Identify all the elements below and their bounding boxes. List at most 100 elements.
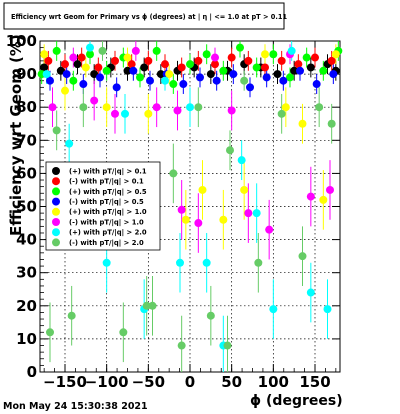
data-point bbox=[281, 103, 290, 112]
data-point bbox=[331, 50, 340, 59]
data-point bbox=[252, 63, 261, 72]
data-point bbox=[211, 60, 219, 69]
data-point bbox=[254, 258, 263, 267]
data-point bbox=[244, 56, 253, 65]
data-point bbox=[240, 76, 249, 85]
data-point bbox=[177, 205, 186, 214]
data-point bbox=[223, 341, 232, 350]
data-point bbox=[177, 341, 186, 350]
data-point bbox=[196, 73, 204, 82]
data-point bbox=[69, 53, 78, 62]
x-axis-label: ϕ (degrees) bbox=[250, 393, 343, 409]
data-point bbox=[296, 66, 304, 75]
data-point bbox=[194, 56, 203, 65]
data-point bbox=[181, 215, 190, 224]
data-point bbox=[198, 185, 207, 194]
data-point bbox=[269, 50, 278, 59]
legend-label: (+) with pT/|q| > 2.0 bbox=[69, 229, 147, 238]
data-point bbox=[273, 70, 282, 79]
data-point bbox=[311, 53, 319, 62]
data-point bbox=[102, 258, 111, 267]
data-point bbox=[202, 258, 211, 267]
x-tick-label: 150 bbox=[299, 373, 330, 391]
data-point bbox=[77, 53, 86, 62]
data-point bbox=[312, 80, 321, 89]
data-point bbox=[119, 328, 128, 337]
data-point bbox=[227, 53, 236, 62]
data-point bbox=[219, 215, 228, 224]
legend-marker bbox=[52, 238, 60, 247]
y-tick-label: 40 bbox=[16, 231, 37, 249]
data-point bbox=[206, 311, 215, 320]
data-point bbox=[323, 305, 332, 314]
data-point bbox=[152, 103, 161, 112]
data-point bbox=[144, 56, 153, 65]
data-point bbox=[169, 169, 178, 178]
data-point bbox=[329, 70, 338, 79]
legend: (+) with pT/|q| > 0.1 (-) with pT/|q| > 0… bbox=[45, 161, 161, 251]
data-point bbox=[40, 50, 49, 59]
x-tick-label: −50 bbox=[132, 373, 165, 391]
data-point bbox=[86, 50, 94, 59]
data-point bbox=[94, 63, 103, 72]
data-point bbox=[219, 66, 228, 75]
data-point bbox=[252, 209, 261, 218]
legend-label: (-) with pT/|q| > 2.0 bbox=[69, 239, 144, 248]
data-point bbox=[46, 328, 54, 337]
data-point bbox=[315, 103, 324, 112]
legend-marker bbox=[52, 167, 60, 175]
y-tick-label: 100 bbox=[6, 32, 37, 50]
data-point bbox=[131, 46, 140, 55]
data-point bbox=[61, 60, 69, 69]
data-point bbox=[46, 76, 54, 85]
data-point bbox=[52, 46, 61, 55]
y-tick-label: 20 bbox=[16, 297, 37, 315]
y-tick-label: 70 bbox=[16, 131, 37, 149]
data-point bbox=[319, 66, 328, 75]
data-point bbox=[319, 195, 328, 204]
data-point bbox=[265, 225, 274, 234]
data-point bbox=[102, 103, 111, 112]
data-point bbox=[227, 106, 236, 115]
data-point bbox=[277, 109, 286, 118]
legend-marker bbox=[52, 187, 60, 196]
data-point bbox=[202, 50, 211, 59]
data-point bbox=[244, 209, 253, 218]
data-point bbox=[146, 76, 154, 85]
data-point bbox=[142, 301, 151, 310]
data-point bbox=[229, 70, 238, 79]
data-point bbox=[136, 73, 144, 82]
data-point bbox=[156, 70, 165, 79]
data-point bbox=[90, 70, 99, 79]
data-point bbox=[179, 80, 188, 89]
data-point bbox=[306, 288, 315, 297]
x-tick-label: −150 bbox=[43, 373, 87, 391]
chart-title: Efficiency wrt Geom for Primary vs ϕ (de… bbox=[11, 13, 287, 22]
data-point bbox=[62, 70, 71, 79]
data-point bbox=[56, 66, 65, 75]
x-tick-label: 50 bbox=[221, 373, 242, 391]
data-point bbox=[127, 60, 136, 69]
data-point bbox=[42, 70, 51, 79]
data-point bbox=[246, 83, 254, 92]
legend-marker bbox=[52, 177, 60, 186]
x-axis: −150−100 −50 0 50 100 150 bbox=[43, 41, 337, 391]
data-point bbox=[161, 60, 169, 69]
data-point bbox=[40, 63, 49, 72]
data-point bbox=[194, 219, 203, 228]
data-point bbox=[277, 56, 286, 65]
data-point bbox=[298, 252, 307, 261]
data-point bbox=[173, 106, 182, 115]
data-point bbox=[111, 109, 119, 118]
data-point bbox=[98, 46, 107, 55]
data-point bbox=[90, 96, 99, 105]
data-point bbox=[96, 73, 104, 82]
data-point bbox=[44, 56, 53, 65]
x-tick-label: 100 bbox=[258, 373, 289, 391]
data-point bbox=[176, 258, 184, 267]
data-point bbox=[186, 103, 194, 112]
legend-marker bbox=[52, 218, 60, 226]
data-point bbox=[237, 156, 246, 165]
legend-label: (+) with pT/|q| > 1.0 bbox=[69, 208, 147, 217]
